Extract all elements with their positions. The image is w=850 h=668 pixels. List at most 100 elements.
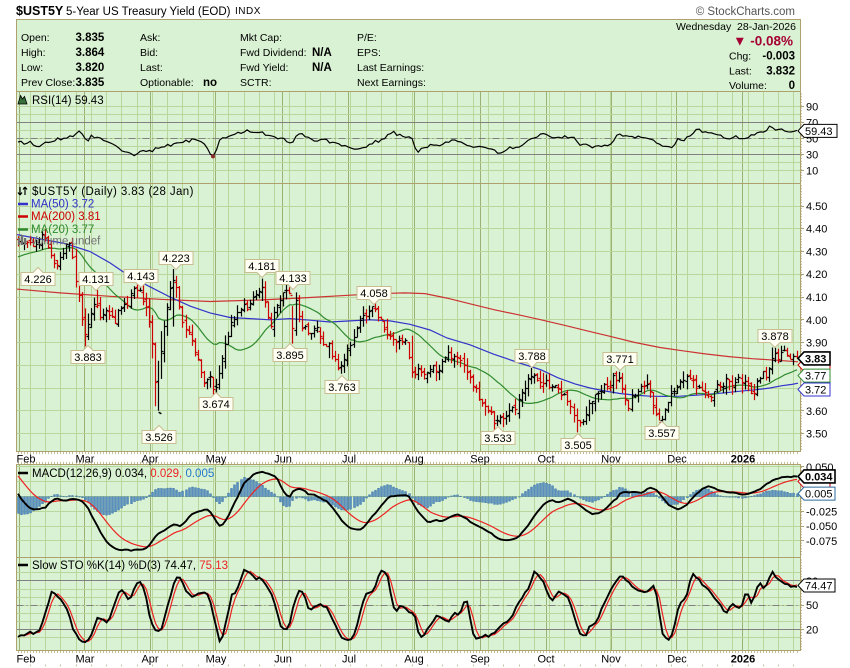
svg-text:Last Earnings:: Last Earnings: [357,62,424,74]
svg-text:3.895: 3.895 [276,350,304,362]
svg-text:3.763: 3.763 [328,382,356,394]
svg-text:Next Earnings:: Next Earnings: [357,77,426,89]
svg-text:3.526: 3.526 [145,432,173,444]
svg-text:P/E:: P/E: [357,32,377,44]
svg-text:3.883: 3.883 [74,352,102,364]
svg-text:3.878: 3.878 [761,331,789,343]
svg-text:4.143: 4.143 [127,271,155,283]
svg-text:Apr: Apr [141,654,158,666]
svg-text:Feb: Feb [17,654,36,666]
svg-text:3.674: 3.674 [202,399,230,411]
svg-text:-0.050: -0.050 [806,521,837,533]
svg-text:3.835: 3.835 [76,32,105,44]
svg-text:Optionable:: Optionable: [140,77,194,89]
svg-text:4.181: 4.181 [248,261,276,273]
svg-text:Low:: Low: [21,62,43,74]
svg-text:3.60: 3.60 [806,406,827,418]
svg-text:Wednesday 28-Jan-2026: Wednesday 28-Jan-2026 [676,21,796,33]
svg-text:Chg:: Chg: [729,51,751,63]
svg-text:N/A: N/A [312,62,332,74]
svg-text:3.864: 3.864 [76,47,105,59]
svg-text:50: 50 [806,600,818,612]
svg-text:Nov: Nov [601,654,621,666]
svg-text:EPS:: EPS: [357,47,381,59]
svg-text:-0.003: -0.003 [762,51,795,63]
svg-text:Mar: Mar [76,454,95,466]
svg-text:3.832: 3.832 [766,66,795,78]
svg-text:90: 90 [806,101,818,113]
svg-text:4.10: 4.10 [806,292,827,304]
svg-text:Bid:: Bid: [140,47,158,59]
svg-text:3.557: 3.557 [648,428,676,440]
svg-text:Dec: Dec [667,654,687,666]
svg-text:RSI(14) 59.43: RSI(14) 59.43 [32,95,104,107]
svg-text:May: May [206,454,227,466]
svg-text:0.034: 0.034 [805,472,833,484]
svg-text:May: May [206,654,227,666]
svg-text:Feb: Feb [17,454,36,466]
svg-text:Aug: Aug [404,454,424,466]
svg-text:70: 70 [806,117,818,129]
svg-text:3.50: 3.50 [806,429,827,441]
svg-text:Oct: Oct [537,454,554,466]
svg-text:Jun: Jun [274,454,292,466]
svg-text:4.00: 4.00 [806,315,827,327]
svg-text:© StockCharts.com: © StockCharts.com [696,6,795,18]
svg-text:4.133: 4.133 [279,273,307,285]
svg-text:2026: 2026 [731,454,755,466]
svg-text:3.820: 3.820 [76,62,105,74]
svg-text:4.50: 4.50 [806,201,827,213]
svg-text:Sep: Sep [470,454,490,466]
svg-text:Ask:: Ask: [140,32,160,44]
svg-text:10: 10 [806,165,818,177]
svg-text:Jun: Jun [274,654,292,666]
svg-text:4.058: 4.058 [360,288,388,300]
svg-text:▼ -0.08%: ▼ -0.08% [733,34,793,49]
svg-text:MA(200) 3.81: MA(200) 3.81 [31,211,101,223]
svg-text:30: 30 [806,149,818,161]
svg-text:4.40: 4.40 [806,224,827,236]
svg-text:SCTR:: SCTR: [240,77,272,89]
svg-text:4.30: 4.30 [806,247,827,259]
svg-text:$UST5Y: $UST5Y [16,4,64,18]
svg-text:Prev Close:: Prev Close: [21,77,75,89]
svg-text:INDX: INDX [235,6,261,17]
svg-text:Slow STO %K(14) %D(3) 74.47, 7: Slow STO %K(14) %D(3) 74.47, 75.13 [32,560,228,572]
svg-text:High:: High: [21,47,46,59]
svg-text:Mkt Cap:: Mkt Cap: [240,32,282,44]
svg-text:3.505: 3.505 [564,440,592,452]
svg-text:4.20: 4.20 [806,269,827,281]
svg-text:4.131: 4.131 [82,274,110,286]
svg-text:Dec: Dec [667,454,687,466]
svg-text:Aug: Aug [404,654,424,666]
svg-text:Volume undef: Volume undef [30,236,101,248]
svg-text:-0.075: -0.075 [806,536,837,548]
svg-text:74.47: 74.47 [805,581,833,593]
svg-text:Fwd Yield:: Fwd Yield: [240,62,288,74]
svg-text:$UST5Y (Daily) 3.83 (28 Jan): $UST5Y (Daily) 3.83 (28 Jan) [32,186,194,198]
svg-text:Nov: Nov [601,454,621,466]
svg-text:4.226: 4.226 [24,274,52,286]
svg-text:5-Year US Treasury Yield (EOD): 5-Year US Treasury Yield (EOD) [66,6,231,18]
svg-text:3.835: 3.835 [76,77,105,89]
svg-text:0.005: 0.005 [805,489,833,501]
svg-text:Jul: Jul [342,454,356,466]
svg-text:3.72: 3.72 [805,384,826,396]
svg-text:Sep: Sep [470,654,490,666]
svg-text:Jul: Jul [342,654,356,666]
svg-text:3.90: 3.90 [806,338,827,350]
svg-text:20: 20 [806,625,818,637]
svg-text:MA(50) 3.72: MA(50) 3.72 [31,199,94,211]
svg-text:Apr: Apr [141,454,158,466]
svg-text:Oct: Oct [537,654,554,666]
svg-text:Fwd Dividend:: Fwd Dividend: [240,47,307,59]
svg-text:2026: 2026 [731,654,755,666]
svg-text:Last:: Last: [729,66,752,78]
svg-text:0: 0 [789,80,795,92]
svg-text:Last:: Last: [140,62,163,74]
svg-text:4.223: 4.223 [162,253,190,265]
svg-text:3.533: 3.533 [484,433,512,445]
svg-text:3.771: 3.771 [606,354,634,366]
svg-text:N/A: N/A [312,47,332,59]
svg-text:Mar: Mar [76,654,95,666]
